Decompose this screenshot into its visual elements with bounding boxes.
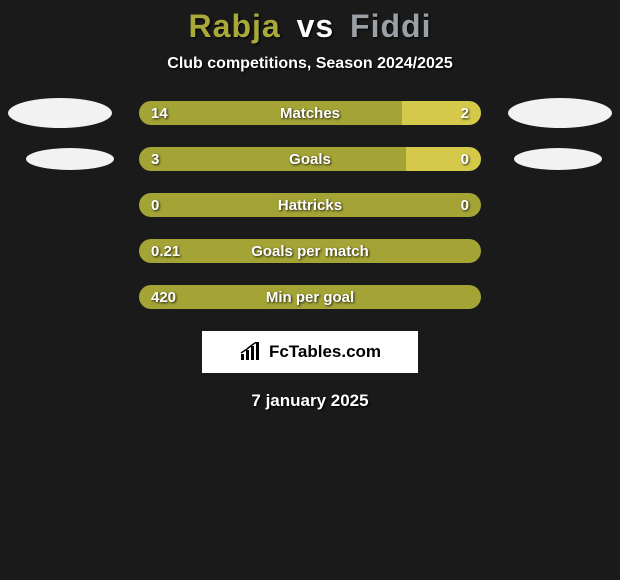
player2-avatar [514,148,602,170]
stat-row: 420Min per goal [0,285,620,309]
stat-metric-label: Matches [139,101,481,125]
stat-metric-label: Goals per match [139,239,481,263]
stat-metric-label: Hattricks [139,193,481,217]
stat-bar: 0.21Goals per match [139,239,481,263]
fctables-logo[interactable]: FcTables.com [202,331,418,373]
player1-avatar [26,148,114,170]
stat-right-value: 0 [461,147,469,171]
player2-name: Fiddi [350,8,431,44]
stat-right-value: 0 [461,193,469,217]
stat-bar: 3Goals0 [139,147,481,171]
subtitle: Club competitions, Season 2024/2025 [0,55,620,73]
player2-avatar [508,98,612,128]
comparison-card: Rabja vs Fiddi Club competitions, Season… [0,0,620,580]
stat-row: 0.21Goals per match [0,239,620,263]
chart-icon [239,342,263,362]
stat-bar: 14Matches2 [139,101,481,125]
player1-avatar [8,98,112,128]
stat-row: 3Goals0 [0,147,620,171]
player1-name: Rabja [189,8,281,44]
stat-row: 0Hattricks0 [0,193,620,217]
logo-text: FcTables.com [269,342,381,362]
vs-text: vs [297,8,335,44]
stat-bars-container: 14Matches23Goals00Hattricks00.21Goals pe… [0,101,620,309]
stat-right-value: 2 [461,101,469,125]
stat-bar: 0Hattricks0 [139,193,481,217]
page-title: Rabja vs Fiddi [0,8,620,45]
date-text: 7 january 2025 [0,391,620,411]
stat-metric-label: Min per goal [139,285,481,309]
stat-metric-label: Goals [139,147,481,171]
stat-row: 14Matches2 [0,101,620,125]
stat-bar: 420Min per goal [139,285,481,309]
